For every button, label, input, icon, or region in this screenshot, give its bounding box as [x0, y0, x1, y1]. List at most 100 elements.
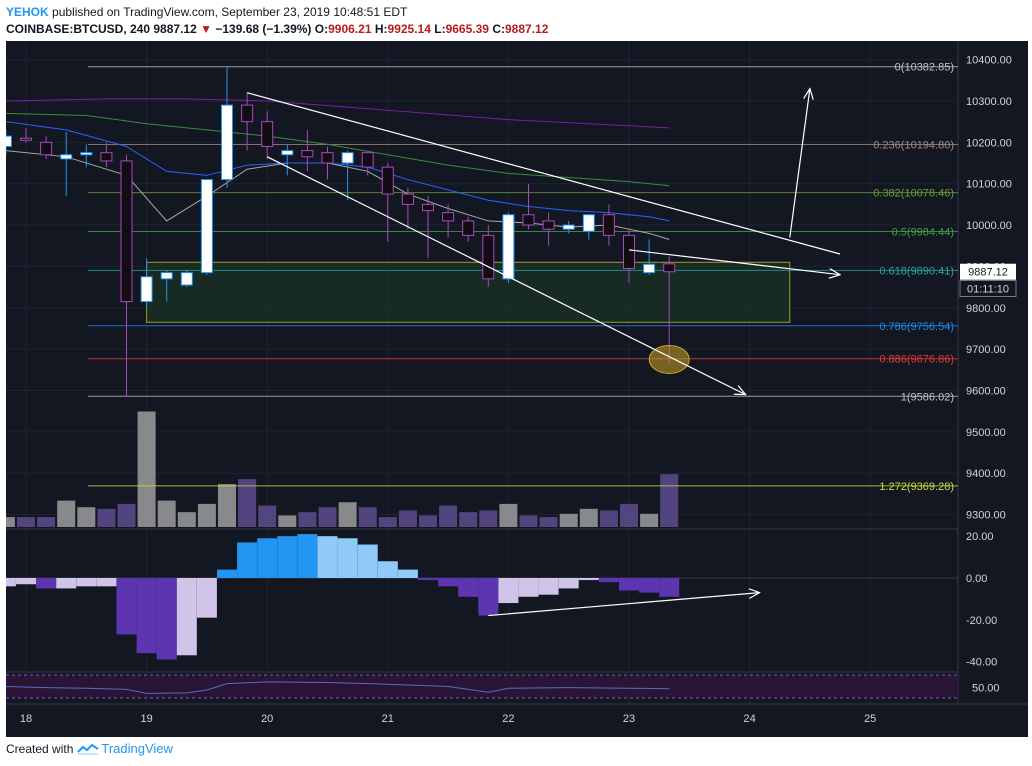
candle-body[interactable]: [261, 121, 274, 147]
macd-histogram-bar: [6, 577, 16, 587]
fib-level-label: 0.618(9890.41): [879, 265, 954, 277]
high-label: H:: [374, 22, 388, 36]
trend-arrow: [266, 156, 745, 395]
candle-body[interactable]: [502, 214, 515, 280]
price-tick-label: 10000.00: [966, 220, 1012, 232]
macd-histogram-bar: [56, 577, 77, 589]
macd-histogram-bar: [136, 577, 157, 654]
macd-histogram-bar: [176, 577, 197, 656]
candle-body[interactable]: [381, 166, 394, 195]
chart-svg[interactable]: 0(10382.85) 0.236(10194.80) 0.382(10078.46…: [6, 41, 1028, 737]
candle-body[interactable]: [241, 104, 254, 123]
candle-body[interactable]: [442, 212, 455, 222]
candle-body[interactable]: [281, 150, 294, 156]
volume-bar: [97, 508, 116, 527]
macd-trend-arrow: [488, 593, 759, 617]
candle-body[interactable]: [200, 179, 213, 274]
publish-info: published on TradingView.com, September …: [48, 5, 408, 19]
volume-bar: [358, 507, 377, 527]
macd-histogram-bar: [458, 577, 479, 597]
candle-body[interactable]: [120, 160, 133, 303]
price-tick-label: 9500.00: [966, 427, 1006, 439]
price-tick-label: 9600.00: [966, 386, 1006, 398]
close-label: C:: [492, 22, 505, 36]
low-value: 9665.39: [445, 22, 489, 36]
candle-body[interactable]: [60, 154, 73, 160]
fib-level-label: 0.886(9676.86): [879, 354, 954, 366]
macd-histogram-bar: [578, 577, 599, 581]
candle-body[interactable]: [301, 150, 314, 158]
time-tick-label: 19: [140, 713, 152, 725]
macd-histogram-bar: [297, 534, 318, 578]
volume-bar: [559, 513, 578, 527]
macd-histogram-bar: [96, 577, 117, 587]
candle-body[interactable]: [341, 152, 354, 164]
macd-histogram-bar: [277, 536, 298, 578]
macd-histogram-bar: [196, 577, 217, 618]
tradingview-link[interactable]: TradingView: [77, 741, 173, 756]
macd-histogram-bar: [317, 536, 338, 578]
candle-body[interactable]: [562, 224, 575, 230]
macd-histogram-bar: [377, 561, 398, 578]
candle-body[interactable]: [6, 135, 12, 147]
candle-body[interactable]: [663, 263, 676, 273]
ohlc-line: COINBASE:BTCUSD, 240 9887.12 ▼ −139.68 (…: [6, 22, 548, 36]
trend-arrow: [789, 89, 810, 238]
volume-bar: [378, 517, 397, 527]
footer: Created with TradingView: [6, 741, 173, 756]
volume-bar: [258, 505, 277, 527]
open-value: 9906.21: [328, 22, 372, 36]
candle-body[interactable]: [522, 214, 535, 226]
price-tick-label: 9400.00: [966, 468, 1006, 480]
high-value: 9925.14: [387, 22, 431, 36]
macd-histogram-bar: [518, 577, 539, 597]
rsi-tick-label: 50.00: [972, 683, 1000, 695]
candle-body[interactable]: [221, 104, 233, 181]
macd-histogram-bar: [478, 577, 499, 616]
volume-bar: [499, 503, 518, 527]
author-name[interactable]: YEHOK: [6, 5, 49, 19]
candle-body[interactable]: [40, 141, 53, 156]
volume-bar: [439, 505, 458, 527]
price-change: −139.68 (−1.39%): [215, 22, 312, 36]
time-tick-label: 23: [623, 713, 635, 725]
chart-area[interactable]: 0(10382.85) 0.236(10194.80) 0.382(10078.46…: [6, 41, 1028, 737]
trend-arrow: [628, 249, 840, 275]
tradingview-brand: TradingView: [101, 741, 173, 756]
moving-average-line: [6, 112, 670, 187]
macd-histogram-bar: [619, 577, 639, 591]
candle-body[interactable]: [140, 276, 153, 303]
volume-bar: [137, 411, 156, 527]
macd-histogram-bar: [357, 544, 378, 578]
macd-tick-label: 20.00: [966, 531, 994, 543]
candle-body[interactable]: [180, 272, 193, 286]
volume-bar: [519, 515, 538, 527]
volume-bar: [539, 517, 558, 527]
candle-body[interactable]: [100, 152, 113, 162]
candle-body[interactable]: [623, 234, 635, 269]
candle-body[interactable]: [542, 220, 555, 230]
candle-body[interactable]: [643, 263, 656, 274]
candle-body[interactable]: [321, 152, 334, 164]
candle-body[interactable]: [401, 193, 414, 205]
price-tick-label: 10100.00: [966, 179, 1012, 191]
candle-body[interactable]: [422, 203, 434, 212]
volume-bar: [640, 513, 659, 527]
volume-bar: [398, 510, 417, 527]
candle-body[interactable]: [602, 214, 615, 236]
volume-bar: [77, 507, 96, 527]
price-tick-label: 9700.00: [966, 344, 1006, 356]
time-tick-label: 21: [382, 713, 394, 725]
candle-body[interactable]: [20, 137, 32, 141]
candle-body[interactable]: [80, 152, 93, 156]
volume-bar: [579, 508, 598, 527]
candle-body[interactable]: [582, 214, 595, 232]
candle-body[interactable]: [482, 234, 495, 280]
macd-histogram-bar: [418, 577, 438, 581]
candle-body[interactable]: [361, 152, 374, 168]
last-price: 9887.12: [153, 22, 197, 36]
candle-body[interactable]: [160, 272, 173, 280]
time-tick-label: 18: [20, 713, 32, 725]
candle-body[interactable]: [462, 220, 475, 236]
fib-level-label: 1.272(9369.28): [879, 481, 954, 493]
